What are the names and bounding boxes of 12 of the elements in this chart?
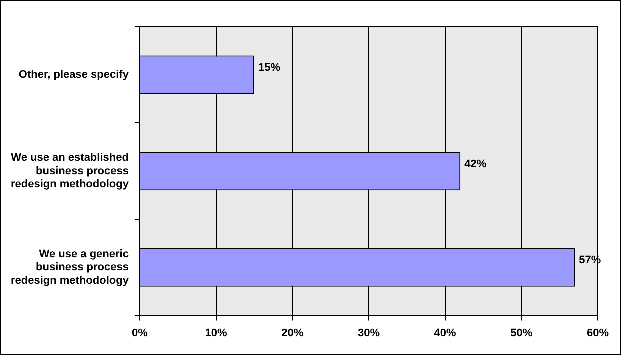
- y-tick-label: We use an established business process redesign methodology: [10, 152, 130, 191]
- x-tick-label: 10%: [205, 327, 228, 340]
- y-tick-label: Other, please specify: [18, 69, 130, 81]
- y-tick-label: We use a generic business process redesign methodology: [10, 248, 130, 287]
- x-tick-label: 40%: [434, 327, 457, 340]
- x-tick-label: 50%: [510, 327, 533, 340]
- data-label: 15%: [258, 62, 281, 74]
- x-tick-label: 20%: [282, 327, 304, 340]
- x-tick-label: 30%: [358, 327, 380, 340]
- data-label: 42%: [464, 158, 487, 170]
- x-tick-label: 0%: [132, 327, 148, 340]
- x-tick-label: 60%: [586, 327, 610, 340]
